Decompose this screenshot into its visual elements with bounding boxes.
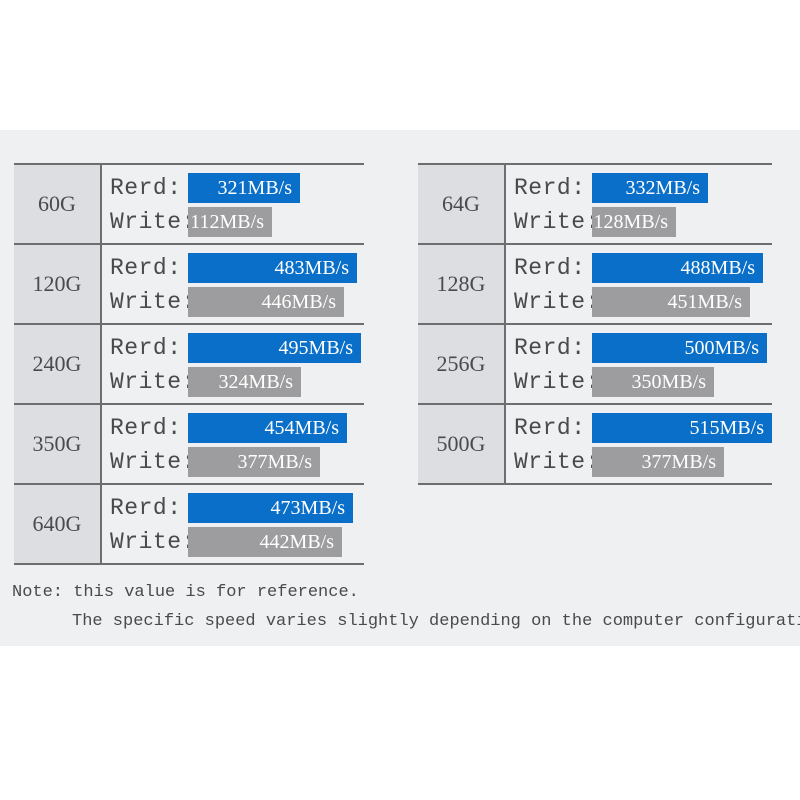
read-label: Rerd:: [514, 175, 586, 201]
write-metric: Write: 350MB/s: [514, 367, 714, 397]
capacity-label: 640G: [14, 485, 102, 563]
read-metric: Rerd: 321MB/s: [110, 173, 300, 203]
write-metric: Write: 451MB/s: [514, 287, 750, 317]
read-label: Rerd:: [110, 415, 182, 441]
table-row: 60G Rerd: 321MB/s Write: 112MB/s: [14, 165, 364, 245]
table-row: 350G Rerd: 454MB/s Write: 377MB/s: [14, 405, 364, 485]
read-speed-bar: 332MB/s: [592, 173, 708, 203]
read-speed-value: 488MB/s: [680, 256, 755, 279]
read-speed-value: 500MB/s: [684, 336, 759, 359]
table-row: 120G Rerd: 483MB/s Write: 446MB/s: [14, 245, 364, 325]
read-label: Rerd:: [514, 255, 586, 281]
write-label: Write:: [110, 529, 196, 555]
capacity-label: 120G: [14, 245, 102, 323]
read-label: Rerd:: [110, 255, 182, 281]
write-metric: Write: 442MB/s: [110, 527, 342, 557]
write-label: Write:: [110, 369, 196, 395]
write-speed-bar: 112MB/s: [188, 207, 272, 237]
write-speed-bar: 451MB/s: [592, 287, 750, 317]
write-speed-bar: 128MB/s: [592, 207, 676, 237]
read-speed-value: 483MB/s: [274, 256, 349, 279]
write-label: Write:: [514, 209, 600, 235]
write-label: Write:: [514, 289, 600, 315]
write-speed-bar: 446MB/s: [188, 287, 344, 317]
read-label: Rerd:: [110, 335, 182, 361]
capacity-label: 60G: [14, 165, 102, 243]
capacity-label: 500G: [418, 405, 506, 483]
read-speed-bar: 321MB/s: [188, 173, 300, 203]
table-row: 256G Rerd: 500MB/s Write: 350MB/s: [418, 325, 772, 405]
read-metric: Rerd: 473MB/s: [110, 493, 353, 523]
read-speed-bar: 483MB/s: [188, 253, 357, 283]
table-row: 640G Rerd: 473MB/s Write: 442MB/s: [14, 485, 364, 565]
read-speed-bar: 495MB/s: [188, 333, 361, 363]
read-label: Rerd:: [110, 495, 182, 521]
table-row: 64G Rerd: 332MB/s Write: 128MB/s: [418, 165, 772, 245]
read-speed-value: 515MB/s: [689, 416, 764, 439]
write-speed-value: 451MB/s: [667, 290, 742, 313]
write-metric: Write: 377MB/s: [110, 447, 320, 477]
capacity-label: 350G: [14, 405, 102, 483]
read-speed-value: 454MB/s: [264, 416, 339, 439]
capacity-label: 128G: [418, 245, 506, 323]
read-label: Rerd:: [514, 415, 586, 441]
write-label: Write:: [110, 289, 196, 315]
read-speed-value: 473MB/s: [270, 496, 345, 519]
write-speed-bar: 377MB/s: [188, 447, 320, 477]
read-speed-value: 321MB/s: [217, 176, 292, 199]
write-label: Write:: [110, 209, 196, 235]
capacity-label: 64G: [418, 165, 506, 243]
write-speed-value: 350MB/s: [631, 370, 706, 393]
capacity-label: 256G: [418, 325, 506, 403]
write-speed-value: 442MB/s: [259, 530, 334, 553]
read-label: Rerd:: [514, 335, 586, 361]
write-metric: Write: 128MB/s: [514, 207, 676, 237]
read-speed-value: 332MB/s: [625, 176, 700, 199]
write-speed-value: 128MB/s: [593, 210, 668, 233]
note-line-1: Note: this value is for reference.: [12, 583, 359, 602]
speed-table-left: 60G Rerd: 321MB/s Write: 112MB/s 120G Rerd: 483…: [14, 163, 364, 565]
read-label: Rerd:: [110, 175, 182, 201]
read-speed-value: 495MB/s: [278, 336, 353, 359]
speed-table-right: 64G Rerd: 332MB/s Write: 128MB/s 128G Rerd: 488…: [418, 163, 772, 485]
read-metric: Rerd: 454MB/s: [110, 413, 347, 443]
write-speed-bar: 324MB/s: [188, 367, 301, 397]
read-metric: Rerd: 332MB/s: [514, 173, 708, 203]
write-speed-value: 377MB/s: [641, 450, 716, 473]
note-line-2: The specific speed varies slightly depen…: [72, 612, 800, 631]
read-metric: Rerd: 488MB/s: [514, 253, 763, 283]
write-label: Write:: [514, 369, 600, 395]
write-speed-value: 324MB/s: [218, 370, 293, 393]
write-speed-bar: 442MB/s: [188, 527, 342, 557]
write-metric: Write: 446MB/s: [110, 287, 344, 317]
capacity-label: 240G: [14, 325, 102, 403]
write-metric: Write: 112MB/s: [110, 207, 272, 237]
write-speed-value: 446MB/s: [261, 290, 336, 313]
write-metric: Write: 377MB/s: [514, 447, 724, 477]
write-speed-bar: 350MB/s: [592, 367, 714, 397]
write-speed-value: 377MB/s: [237, 450, 312, 473]
write-label: Write:: [110, 449, 196, 475]
read-speed-bar: 488MB/s: [592, 253, 763, 283]
table-row: 500G Rerd: 515MB/s Write: 377MB/s: [418, 405, 772, 485]
write-label: Write:: [514, 449, 600, 475]
read-metric: Rerd: 495MB/s: [110, 333, 361, 363]
table-row: 128G Rerd: 488MB/s Write: 451MB/s: [418, 245, 772, 325]
write-metric: Write: 324MB/s: [110, 367, 301, 397]
read-speed-bar: 473MB/s: [188, 493, 353, 523]
table-row: 240G Rerd: 495MB/s Write: 324MB/s: [14, 325, 364, 405]
read-speed-bar: 515MB/s: [592, 413, 772, 443]
read-speed-bar: 500MB/s: [592, 333, 767, 363]
write-speed-value: 112MB/s: [190, 210, 264, 233]
read-metric: Rerd: 515MB/s: [514, 413, 772, 443]
read-metric: Rerd: 483MB/s: [110, 253, 357, 283]
write-speed-bar: 377MB/s: [592, 447, 724, 477]
read-metric: Rerd: 500MB/s: [514, 333, 767, 363]
read-speed-bar: 454MB/s: [188, 413, 347, 443]
